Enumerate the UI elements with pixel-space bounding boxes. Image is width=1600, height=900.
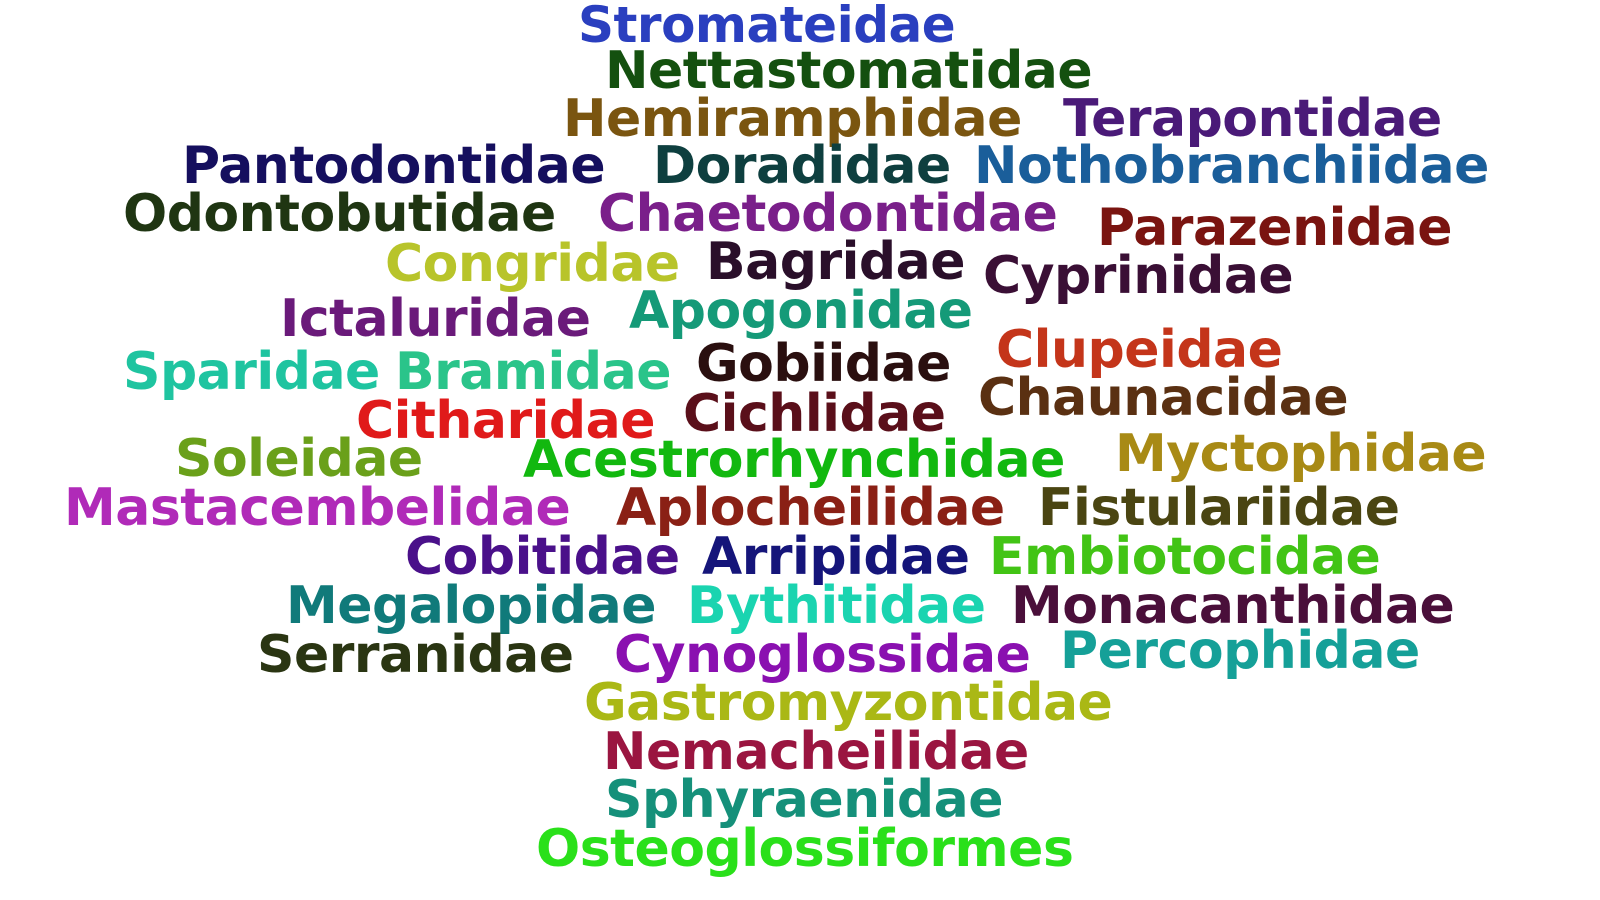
word: Serranidae bbox=[257, 625, 574, 685]
word: Pantodontidae bbox=[182, 136, 606, 196]
word: Stromateidae bbox=[578, 0, 956, 54]
word: Parazenidae bbox=[1097, 198, 1453, 258]
word: Fistulariidae bbox=[1038, 478, 1400, 538]
word: Percophidae bbox=[1060, 621, 1420, 681]
word: Doradidae bbox=[653, 136, 951, 196]
word: Clupeidae bbox=[996, 320, 1283, 380]
word: Arripidae bbox=[702, 527, 970, 587]
word: Terapontidae bbox=[1063, 89, 1442, 149]
word: Nettastomatidae bbox=[605, 41, 1093, 101]
word: Gobiidae bbox=[696, 334, 951, 394]
word: Nemacheilidae bbox=[603, 722, 1029, 782]
word: Bythitidae bbox=[687, 576, 986, 636]
word: Aplocheilidae bbox=[616, 478, 1005, 538]
word: Cyprinidae bbox=[983, 246, 1294, 306]
word: Gastromyzontidae bbox=[584, 673, 1113, 733]
word: Odontobutidae bbox=[123, 184, 556, 244]
word: Bagridae bbox=[706, 232, 966, 292]
word: Sphyraenidae bbox=[605, 770, 1004, 830]
word: Monacanthidae bbox=[1011, 576, 1455, 636]
word: Mastacembelidae bbox=[64, 478, 571, 538]
word: Acestrorhynchidae bbox=[523, 430, 1065, 490]
word: Bramidae bbox=[395, 342, 671, 402]
word: Ictaluridae bbox=[280, 289, 591, 349]
word: Sparidae bbox=[123, 342, 380, 402]
word: Nothobranchiidae bbox=[974, 136, 1489, 196]
word: Soleidae bbox=[175, 429, 423, 489]
word: Chaetodontidae bbox=[598, 184, 1058, 244]
word: Congridae bbox=[385, 234, 680, 294]
word: Myctophidae bbox=[1115, 424, 1487, 484]
word: Chaunacidae bbox=[978, 368, 1349, 428]
word: Cobitidae bbox=[405, 527, 680, 587]
word: Cichlidae bbox=[683, 384, 946, 444]
word: Embiotocidae bbox=[989, 527, 1381, 587]
word: Apogonidae bbox=[629, 281, 973, 341]
word: Megalopidae bbox=[286, 576, 657, 636]
word: Cynoglossidae bbox=[614, 625, 1031, 685]
word: Citharidae bbox=[356, 391, 656, 451]
word: Osteoglossiformes bbox=[536, 819, 1074, 879]
word: Hemiramphidae bbox=[563, 89, 1022, 149]
